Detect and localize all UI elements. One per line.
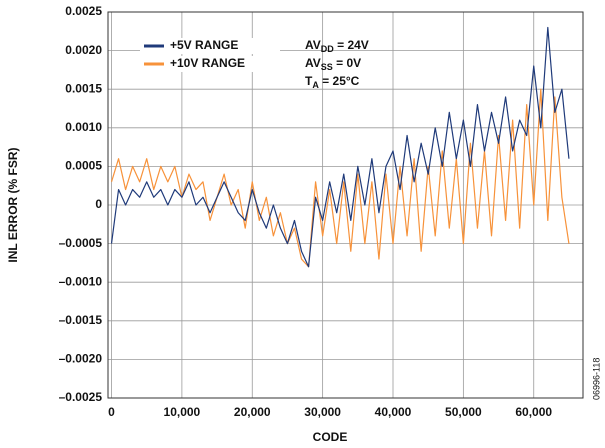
series-line xyxy=(110,88,570,268)
annotation: AVSS = 0V xyxy=(305,56,361,72)
y-tick-label: 0.0025 xyxy=(65,4,102,18)
y-tick-label: –0.0005 xyxy=(59,236,103,250)
annotation-text: AV xyxy=(305,38,321,52)
y-tick-label: 0.0010 xyxy=(65,120,102,134)
y-tick-label: –0.0010 xyxy=(59,274,103,288)
annotation: TA = 25°C xyxy=(305,74,360,90)
y-axis-label: INL ERROR (% FSR) xyxy=(6,147,20,262)
y-tick-label: –0.0020 xyxy=(59,352,103,366)
legend-label: +5V RANGE xyxy=(170,38,238,52)
annotation-sub: SS xyxy=(321,62,333,72)
y-tick-label: –0.0015 xyxy=(59,313,103,327)
annotation: AVDD = 24V xyxy=(305,38,369,54)
annotation-text: T xyxy=(305,74,313,88)
annotation-rest: = 0V xyxy=(333,56,361,70)
legend-background xyxy=(140,38,280,54)
y-tick-label: –0.0025 xyxy=(59,390,103,404)
legend-label: +10V RANGE xyxy=(170,56,245,70)
x-tick-label: 20,000 xyxy=(234,405,271,419)
annotation-rest: = 25°C xyxy=(319,74,360,88)
annotation-sub: DD xyxy=(321,44,334,54)
figure-id: 06996-118 xyxy=(591,358,601,400)
x-axis-label: CODE xyxy=(313,430,348,444)
x-tick-label: 60,000 xyxy=(515,405,552,419)
annotation-rest: = 24V xyxy=(334,38,369,52)
annotation-sub: A xyxy=(312,80,319,90)
series-line xyxy=(110,26,570,268)
y-tick-label: 0 xyxy=(95,197,102,211)
x-tick-label: 0 xyxy=(108,405,115,419)
legend-background xyxy=(140,56,280,72)
y-tick-label: 0.0005 xyxy=(65,159,102,173)
y-tick-label: 0.0015 xyxy=(65,81,102,95)
x-tick-label: 50,000 xyxy=(445,405,482,419)
x-tick-label: 40,000 xyxy=(375,405,412,419)
plot-frame xyxy=(107,11,584,399)
x-tick-label: 30,000 xyxy=(304,405,341,419)
annotation-text: AV xyxy=(305,56,321,70)
x-tick-label: 10,000 xyxy=(164,405,201,419)
y-tick-label: 0.0020 xyxy=(65,43,102,57)
